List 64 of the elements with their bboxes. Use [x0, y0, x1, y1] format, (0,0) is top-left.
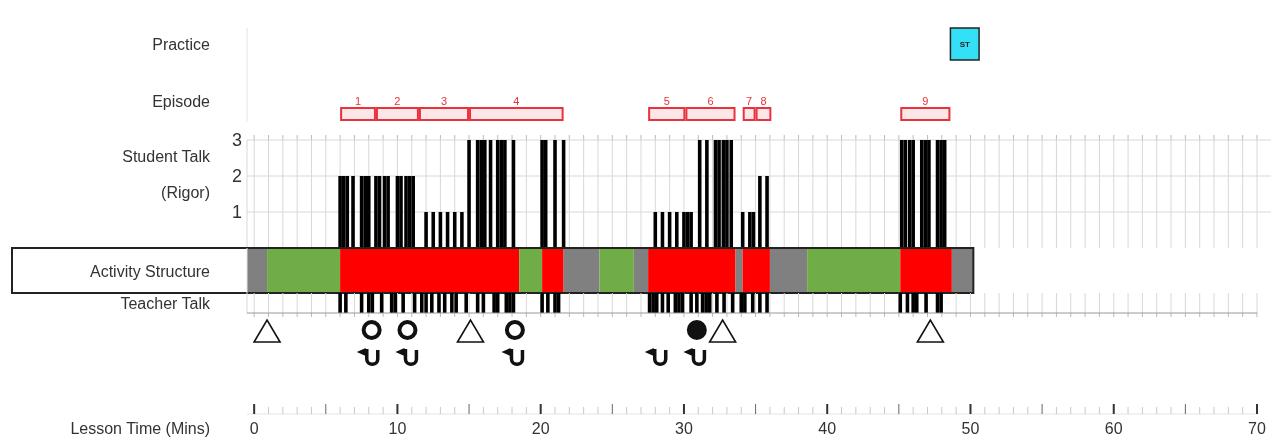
bar [424, 212, 428, 248]
bar [351, 176, 355, 248]
series-label: 1 [354, 95, 362, 107]
series-label: 7 [746, 95, 753, 107]
x-axis-title: Lesson Time (Mins) [70, 420, 210, 437]
y-tick-label: 2 [231, 166, 243, 186]
bar [765, 176, 769, 248]
bar [386, 176, 390, 248]
bar [900, 248, 952, 293]
bar [411, 176, 415, 248]
series-label: 8 [760, 95, 767, 107]
bar [345, 176, 350, 248]
x-tick-label: 30 [675, 420, 693, 437]
bar [682, 212, 686, 248]
bar [431, 212, 436, 248]
x-tick-label: 50 [961, 420, 980, 437]
y-tick-label: Episode [152, 93, 211, 110]
bar [689, 212, 693, 248]
series-label: 4 [513, 95, 520, 107]
y-tick-label: Activity Structure [89, 262, 211, 280]
x-tick-label: 40 [818, 420, 837, 437]
y-tick-label: 1 [231, 202, 243, 222]
series-label: 9 [922, 95, 929, 107]
bar [267, 248, 341, 293]
bar [899, 140, 904, 248]
bar [742, 248, 770, 293]
bar [633, 248, 649, 293]
bar [919, 140, 924, 248]
bar [363, 176, 367, 248]
x-tick-label: 0 [249, 420, 259, 437]
bar [599, 248, 634, 293]
bar [452, 212, 457, 248]
bar [460, 212, 464, 248]
bar [338, 176, 342, 248]
bar [705, 140, 709, 248]
bar [748, 212, 752, 248]
y-axis-title: Student Talk (Rigor) [122, 148, 211, 201]
bar [717, 140, 721, 248]
x-tick-label: 60 [1104, 420, 1123, 437]
bar [758, 176, 762, 248]
x-tick-label: 10 [388, 420, 407, 437]
bar [503, 140, 507, 248]
series-label: ST [959, 40, 970, 49]
bar [542, 248, 564, 293]
bar [675, 212, 679, 248]
series-label: 3 [440, 95, 448, 107]
chart-title: Teacher Talk [120, 295, 211, 312]
bar [648, 248, 736, 293]
x-tick-label: 70 [1248, 420, 1266, 437]
bar [807, 248, 901, 293]
x-tick-label: 20 [531, 420, 550, 437]
series-label: 6 [707, 95, 714, 107]
y-tick-label: 3 [231, 130, 243, 150]
series-label: 5 [663, 95, 670, 107]
bar [247, 248, 268, 293]
bar [340, 248, 520, 293]
bar [729, 140, 734, 248]
series-label: 2 [394, 95, 401, 107]
bar [769, 248, 808, 293]
bar [563, 248, 600, 293]
bar [374, 176, 378, 248]
bar [519, 248, 543, 293]
y-tick-label: Practice [152, 36, 211, 53]
bar [366, 176, 371, 248]
